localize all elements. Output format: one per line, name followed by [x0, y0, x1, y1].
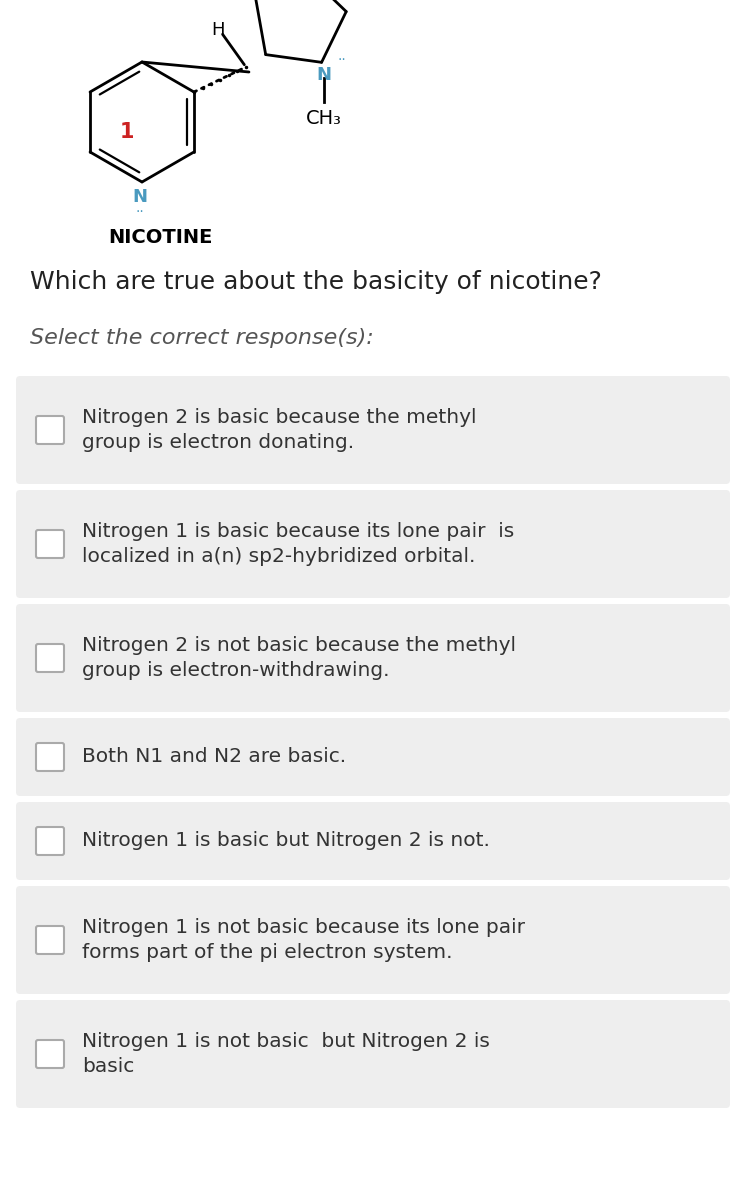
Text: H: H [211, 20, 225, 38]
FancyBboxPatch shape [16, 886, 730, 994]
Text: Both N1 and N2 are basic.: Both N1 and N2 are basic. [82, 748, 346, 767]
Text: N: N [316, 66, 331, 84]
Text: Nitrogen 2 is basic because the methyl
group is electron donating.: Nitrogen 2 is basic because the methyl g… [82, 408, 477, 452]
Text: N: N [133, 188, 148, 206]
Text: Select the correct response(s):: Select the correct response(s): [30, 328, 374, 348]
Text: Nitrogen 2 is not basic because the methyl
group is electron-withdrawing.: Nitrogen 2 is not basic because the meth… [82, 636, 516, 680]
Text: ··: ·· [136, 205, 145, 218]
Text: NICOTINE: NICOTINE [108, 228, 212, 247]
FancyBboxPatch shape [16, 1000, 730, 1108]
Text: Which are true about the basicity of nicotine?: Which are true about the basicity of nic… [30, 270, 602, 294]
Text: 1: 1 [120, 122, 134, 142]
Text: ··: ·· [338, 53, 346, 67]
FancyBboxPatch shape [16, 376, 730, 484]
FancyBboxPatch shape [36, 416, 64, 444]
FancyBboxPatch shape [36, 1040, 64, 1068]
FancyBboxPatch shape [16, 718, 730, 796]
Text: Nitrogen 1 is basic because its lone pair  is
localized in a(n) sp2-hybridized o: Nitrogen 1 is basic because its lone pai… [82, 522, 514, 566]
FancyBboxPatch shape [36, 926, 64, 954]
Text: CH₃: CH₃ [306, 109, 342, 128]
FancyBboxPatch shape [16, 802, 730, 880]
FancyBboxPatch shape [36, 827, 64, 854]
FancyBboxPatch shape [36, 530, 64, 558]
FancyBboxPatch shape [16, 490, 730, 598]
FancyBboxPatch shape [16, 604, 730, 712]
FancyBboxPatch shape [36, 644, 64, 672]
Text: Nitrogen 1 is not basic because its lone pair
forms part of the pi electron syst: Nitrogen 1 is not basic because its lone… [82, 918, 525, 962]
Text: Nitrogen 1 is basic but Nitrogen 2 is not.: Nitrogen 1 is basic but Nitrogen 2 is no… [82, 832, 490, 851]
Text: Nitrogen 1 is not basic  but Nitrogen 2 is
basic: Nitrogen 1 is not basic but Nitrogen 2 i… [82, 1032, 490, 1076]
FancyBboxPatch shape [36, 743, 64, 770]
